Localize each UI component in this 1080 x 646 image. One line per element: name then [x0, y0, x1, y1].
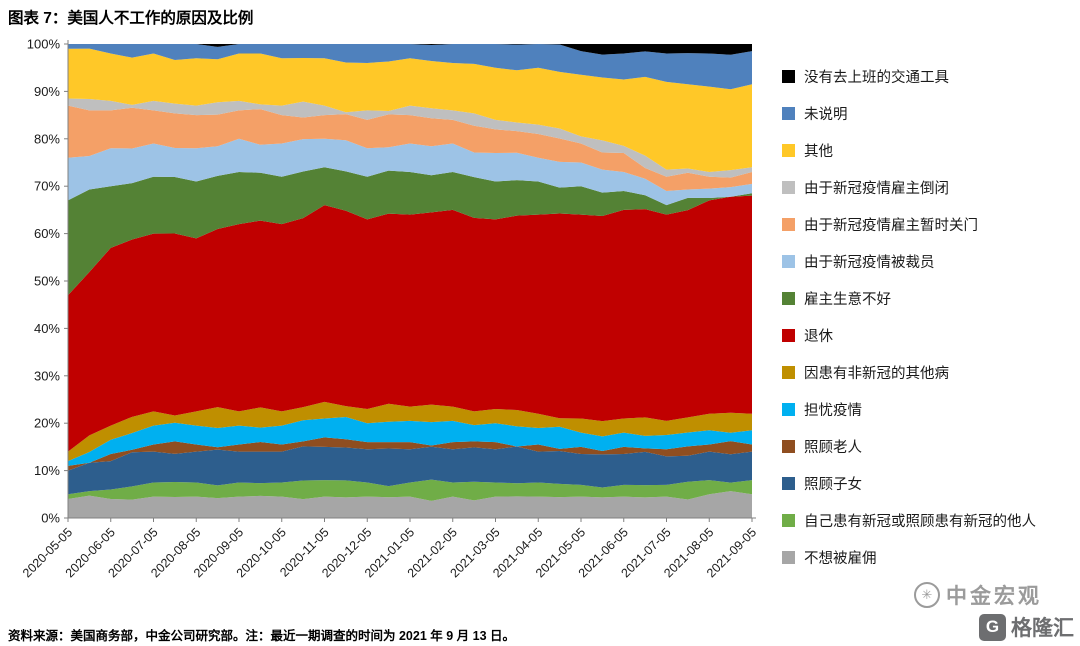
legend-item-retired: 退休: [782, 317, 1078, 354]
area-worried-about-covid: [68, 416, 752, 466]
area-employer-business-poor: [68, 167, 752, 296]
y-tick-label: 90%: [34, 84, 60, 99]
area-caring-for-children: [68, 446, 752, 495]
legend-item-employer-temp-closed-covid: 由于新冠疫情雇主暂时关门: [782, 206, 1078, 243]
legend-label: 由于新冠疫情雇主暂时关门: [804, 218, 978, 234]
stacked-area-chart: 0% 10% 20% 30% 40% 50% 60% 70% 80% 90% 100% 2020-05…: [2, 28, 782, 640]
legend-label: 由于新冠疫情被裁员: [804, 255, 935, 271]
legend-item-sick-non-covid: 因患有非新冠的其他病: [782, 354, 1078, 391]
legend-item-employer-closed-covid: 由于新冠疫情雇主倒闭: [782, 169, 1078, 206]
legend-swatch: [782, 144, 795, 157]
y-tick-label: 100%: [27, 37, 61, 52]
page-title: 图表 7：美国人不工作的原因及比例: [8, 10, 254, 27]
legend-swatch: [782, 551, 795, 564]
area-caring-for-elderly: [68, 437, 752, 471]
legend-label: 照顾子女: [804, 477, 862, 493]
legend-item-employer-business-poor: 雇主生意不好: [782, 280, 1078, 317]
legend-item-no-desire-to-work: 不想被雇佣: [782, 539, 1078, 576]
legend-item-sick-or-caring-covid: 自己患有新冠或照顾患有新冠的他人: [782, 502, 1078, 539]
area-sick-non-covid: [68, 401, 752, 462]
legend-label: 因患有非新冠的其他病: [804, 366, 949, 382]
legend-swatch: [782, 292, 795, 305]
brand-watermark: ✳ 中金宏观: [914, 580, 1042, 610]
area-not-stated: [68, 44, 752, 90]
legend-label: 担忧疫情: [804, 403, 862, 419]
area-other: [68, 48, 752, 172]
legend-item-other: 其他: [782, 132, 1078, 169]
legend-swatch: [782, 218, 795, 231]
area-retired: [68, 195, 752, 452]
legend-label: 由于新冠疫情雇主倒闭: [804, 181, 949, 197]
compass-logo-icon: ✳: [914, 582, 940, 608]
legend-label: 雇主生意不好: [804, 292, 891, 308]
legend-swatch: [782, 70, 795, 83]
area-no-desire-to-work: [68, 491, 752, 518]
y-tick-label: 30%: [34, 368, 60, 383]
area-laid-off-covid: [68, 138, 752, 206]
legend-item-caring-for-children: 照顾子女: [782, 465, 1078, 502]
legend-item-laid-off-covid: 由于新冠疫情被裁员: [782, 243, 1078, 280]
legend-swatch: [782, 403, 795, 416]
y-tick-label: 0%: [41, 511, 60, 526]
legend-item-not-stated: 未说明: [782, 95, 1078, 132]
y-tick-label: 40%: [34, 321, 60, 336]
legend-label: 自己患有新冠或照顾患有新冠的他人: [804, 514, 1036, 530]
legend-swatch: [782, 107, 795, 120]
legend-swatch: [782, 440, 795, 453]
legend-item-caring-for-elderly: 照顾老人: [782, 428, 1078, 465]
chart-legend: 没有去上班的交通工具 未说明 其他 由于新冠疫情雇主倒闭 由于新冠疫情雇主暂时关…: [782, 58, 1078, 576]
legend-label: 其他: [804, 144, 833, 160]
legend-swatch: [782, 366, 795, 379]
legend-swatch: [782, 514, 795, 527]
gelonghui-logo-text: 格隆汇: [1011, 617, 1074, 640]
area-no-transportation: [68, 44, 752, 55]
y-tick-label: 50%: [34, 274, 60, 289]
legend-label: 照顾老人: [804, 440, 862, 456]
y-tick-label: 60%: [34, 226, 60, 241]
gelonghui-logo: G 格隆汇: [979, 612, 1074, 642]
legend-label: 退休: [804, 329, 833, 345]
legend-label: 不想被雇佣: [804, 551, 877, 567]
legend-swatch: [782, 255, 795, 268]
legend-label: 没有去上班的交通工具: [804, 70, 949, 86]
legend-label: 未说明: [804, 107, 848, 123]
chart-canvas: 0%10%20%30%40%50%60%70%80%90%100%2020-05…: [20, 37, 759, 581]
area-employer-closed-covid: [68, 98, 752, 178]
legend-item-no-transportation: 没有去上班的交通工具: [782, 58, 1078, 95]
brand-watermark-text: 中金宏观: [946, 585, 1042, 608]
area-sick-or-caring-covid: [68, 479, 752, 501]
y-tick-label: 20%: [34, 416, 60, 431]
y-tick-label: 10%: [34, 463, 60, 478]
source-note: 资料来源：美国商务部，中金公司研究部。注：最近一期调查的时间为 2021 年 9…: [8, 629, 516, 643]
y-tick-label: 80%: [34, 131, 60, 146]
area-employer-temp-closed-covid: [68, 105, 752, 191]
legend-swatch: [782, 181, 795, 194]
legend-item-worried-about-covid: 担忧疫情: [782, 391, 1078, 428]
legend-swatch: [782, 477, 795, 490]
gelonghui-monogram-icon: G: [979, 613, 1006, 641]
y-tick-label: 70%: [34, 179, 60, 194]
legend-swatch: [782, 329, 795, 342]
